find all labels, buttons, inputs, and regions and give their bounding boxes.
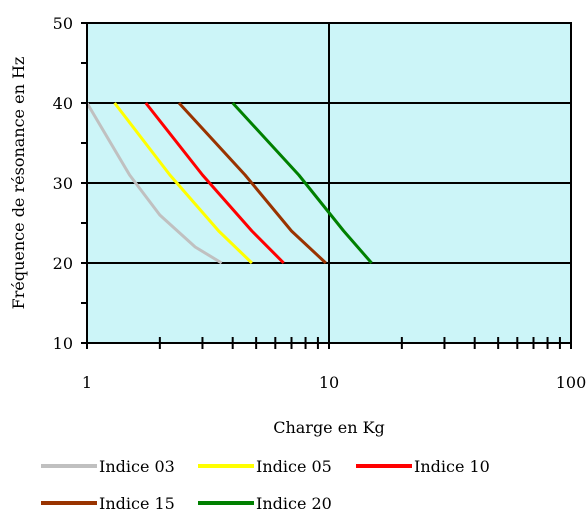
x-tick-label: 1 — [82, 373, 92, 392]
y-tick-label: 30 — [53, 174, 73, 193]
x-tick-label: 10 — [319, 373, 339, 392]
grid-lines — [87, 23, 571, 343]
legend-label: Indice 03 — [99, 457, 175, 476]
series-line — [177, 101, 327, 265]
legend-label: Indice 20 — [256, 494, 332, 512]
series-line — [231, 101, 373, 264]
axes: 10 20 30 40 50 1 10 100 — [53, 14, 587, 392]
y-tick-label: 40 — [53, 94, 73, 113]
y-tick-label: 50 — [53, 14, 73, 33]
legend: Indice 03 Indice 05 Indice 10 Indice 15 Indi… — [41, 457, 490, 512]
series-layer — [85, 101, 373, 265]
series-line — [113, 102, 253, 265]
x-axis-title: Charge en Kg — [273, 418, 385, 437]
x-tick-label: 100 — [556, 373, 587, 392]
legend-label: Indice 05 — [256, 457, 332, 476]
series-line — [144, 102, 285, 265]
legend-label: Indice 15 — [99, 494, 175, 512]
y-tick-label: 10 — [53, 334, 73, 353]
legend-label: Indice 10 — [414, 457, 490, 476]
series-line — [85, 102, 223, 265]
y-axis-title: Fréquence de résonance en Hz — [9, 57, 28, 310]
y-tick-label: 20 — [53, 254, 73, 273]
